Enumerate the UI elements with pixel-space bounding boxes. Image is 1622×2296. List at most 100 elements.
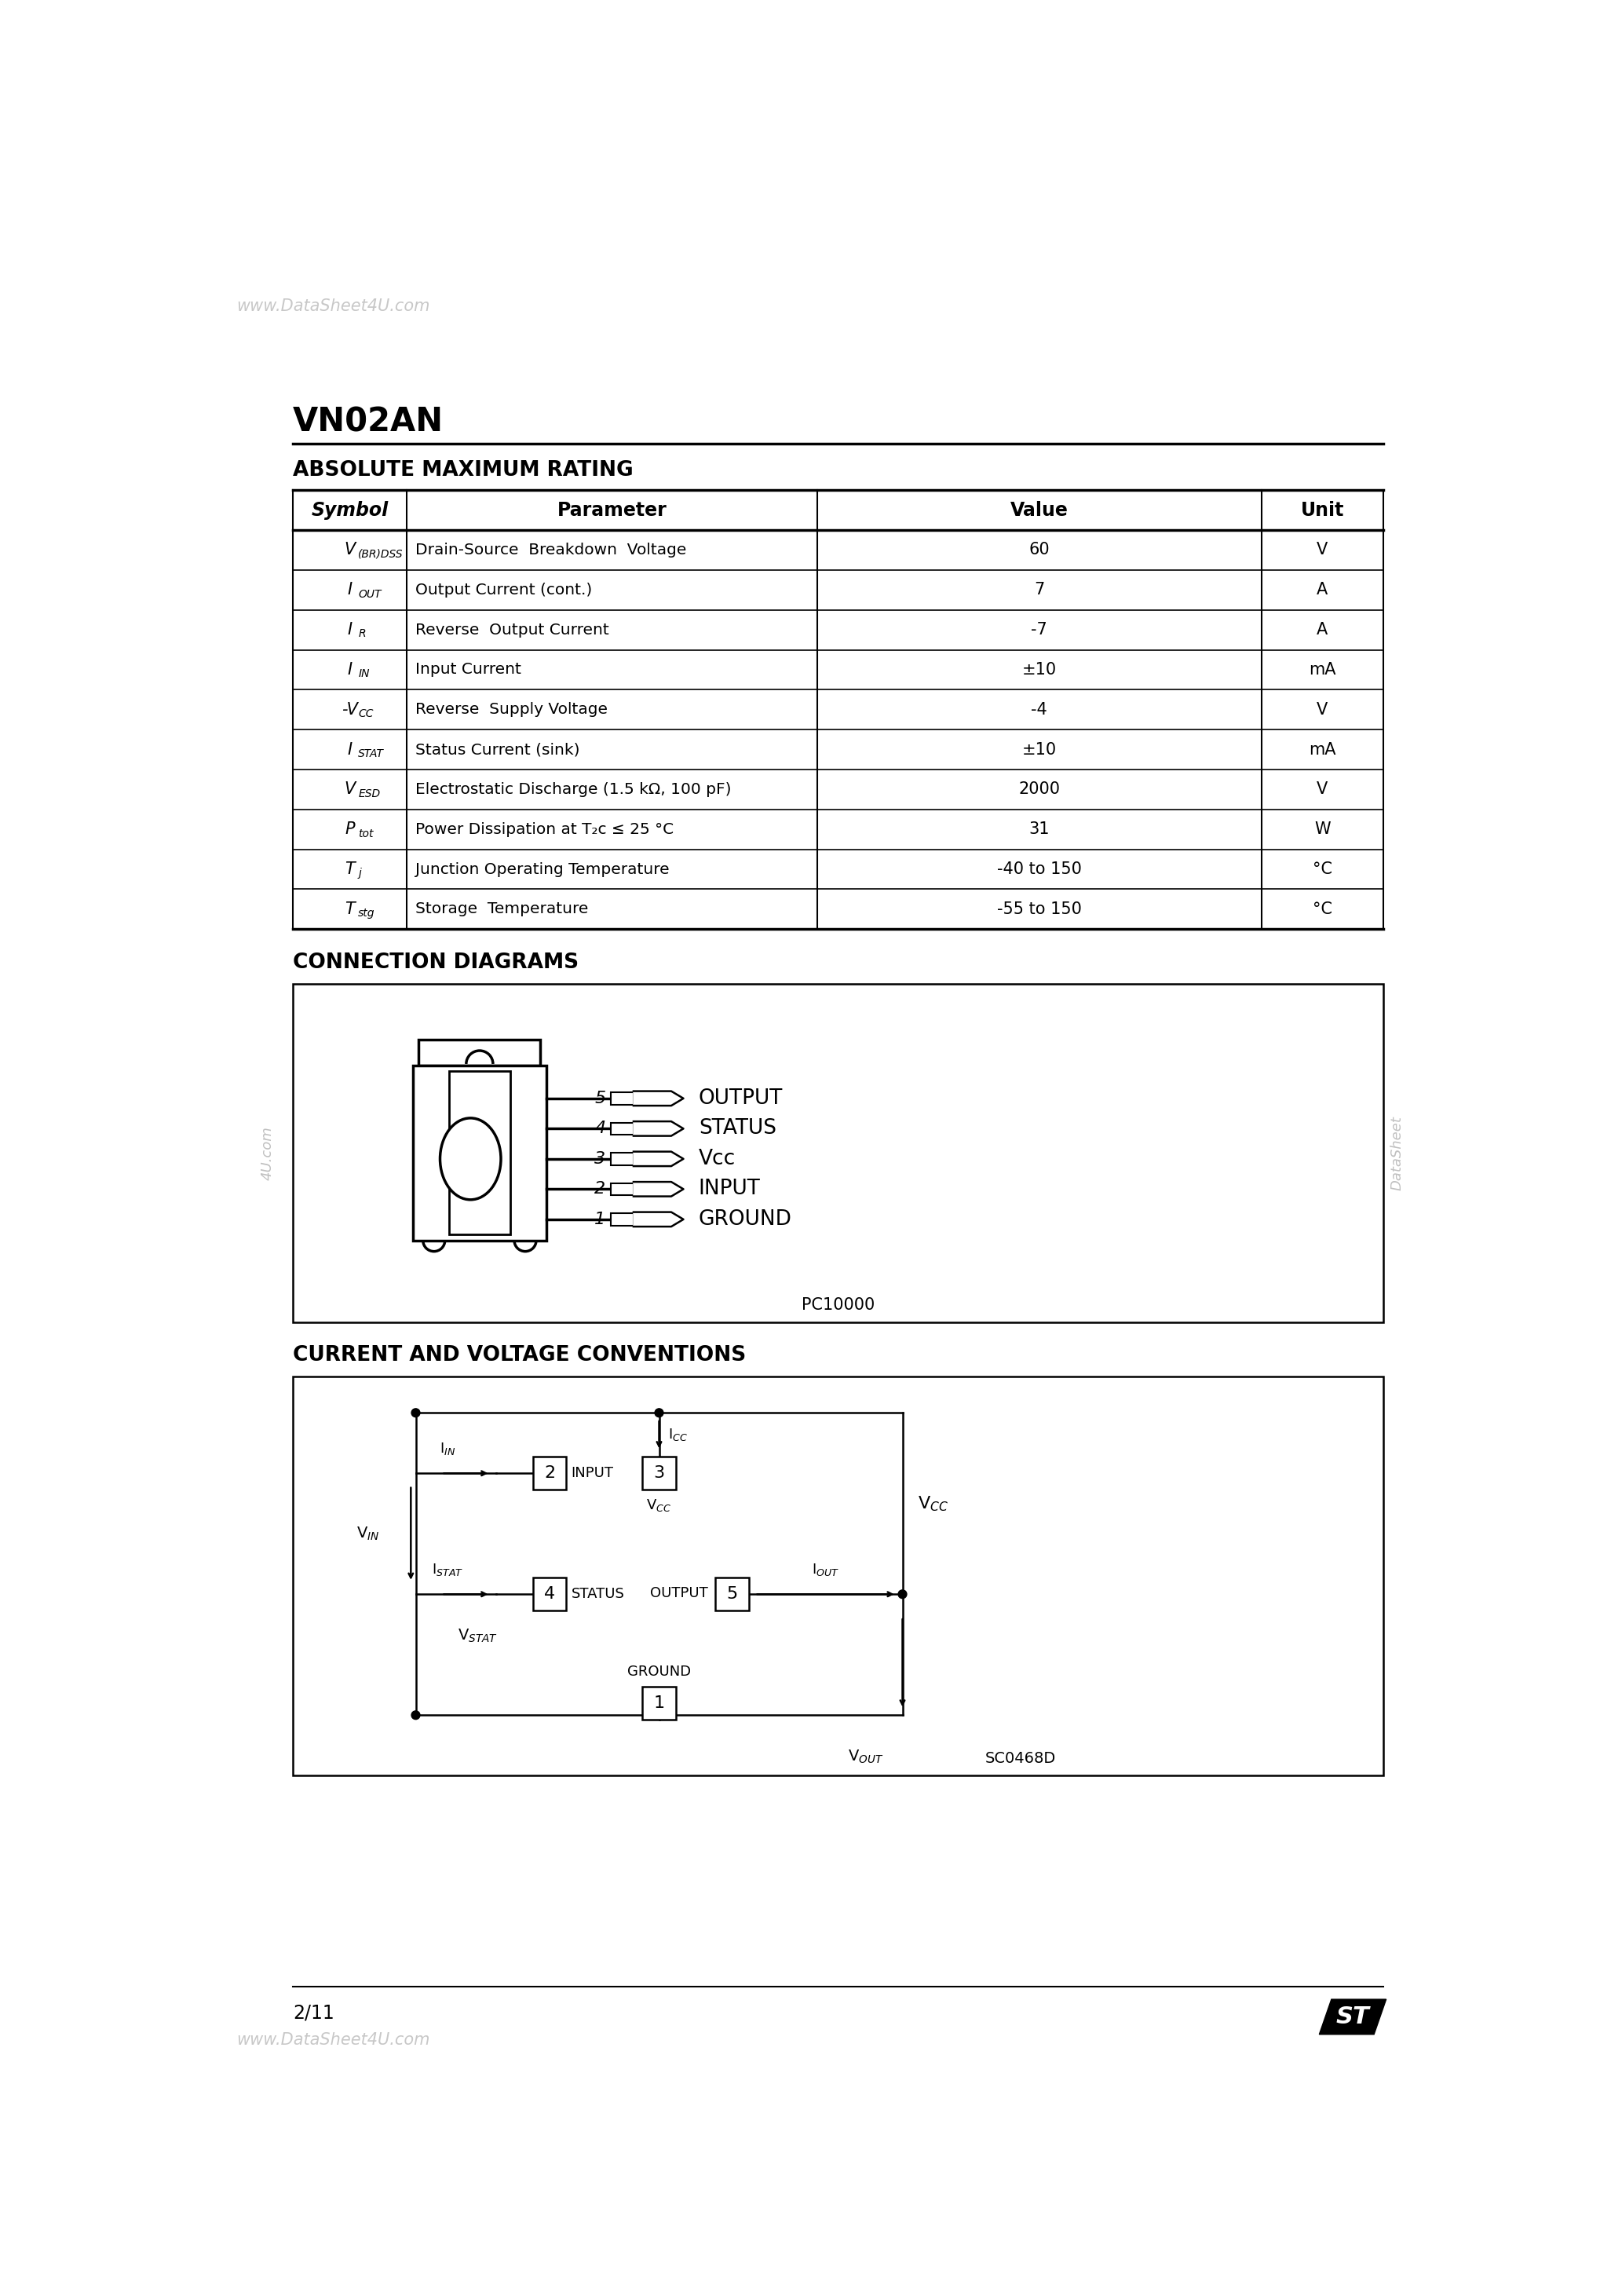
Bar bbox=[449, 1072, 509, 1235]
Text: V$_{CC}$: V$_{CC}$ bbox=[918, 1495, 949, 1513]
Text: I: I bbox=[347, 742, 352, 758]
Text: Reverse  Output Current: Reverse Output Current bbox=[415, 622, 608, 638]
Text: CURRENT AND VOLTAGE CONVENTIONS: CURRENT AND VOLTAGE CONVENTIONS bbox=[294, 1345, 746, 1366]
Text: I: I bbox=[347, 661, 352, 677]
Text: 60: 60 bbox=[1028, 542, 1049, 558]
Text: IN: IN bbox=[358, 668, 370, 680]
Polygon shape bbox=[634, 1120, 683, 1137]
Text: P: P bbox=[345, 822, 355, 838]
Circle shape bbox=[412, 1407, 420, 1417]
Text: A: A bbox=[1317, 622, 1328, 638]
Text: 2: 2 bbox=[594, 1180, 605, 1196]
Text: R: R bbox=[358, 629, 367, 641]
Text: Status Current (sink): Status Current (sink) bbox=[415, 742, 579, 758]
Text: j: j bbox=[358, 868, 362, 879]
Text: -V: -V bbox=[342, 703, 358, 716]
Text: -40 to 150: -40 to 150 bbox=[998, 861, 1082, 877]
Polygon shape bbox=[634, 1153, 683, 1166]
Text: 31: 31 bbox=[1028, 822, 1049, 838]
Text: W: W bbox=[1314, 822, 1330, 838]
Text: 3: 3 bbox=[594, 1150, 605, 1166]
Text: V: V bbox=[1317, 542, 1328, 558]
Text: GROUND: GROUND bbox=[699, 1210, 792, 1231]
Text: Parameter: Parameter bbox=[556, 501, 667, 519]
Text: www.DataSheet4U.com: www.DataSheet4U.com bbox=[237, 2032, 430, 2048]
Text: 5: 5 bbox=[727, 1587, 738, 1603]
Bar bbox=[534, 1577, 566, 1612]
Text: T: T bbox=[345, 861, 355, 877]
Text: tot: tot bbox=[358, 829, 373, 838]
Bar bbox=[610, 1153, 634, 1164]
Bar bbox=[642, 1685, 676, 1720]
Text: INPUT: INPUT bbox=[571, 1467, 613, 1481]
Text: 5: 5 bbox=[594, 1091, 605, 1107]
Text: V$_{OUT}$: V$_{OUT}$ bbox=[848, 1747, 884, 1766]
Bar bbox=[418, 1040, 540, 1065]
Polygon shape bbox=[634, 1091, 683, 1107]
Bar bbox=[610, 1123, 634, 1134]
Text: °C: °C bbox=[1312, 861, 1332, 877]
Text: I$_{IN}$: I$_{IN}$ bbox=[440, 1440, 456, 1456]
Text: VN02AN: VN02AN bbox=[294, 406, 444, 439]
Text: V: V bbox=[1317, 703, 1328, 716]
Text: STATUS: STATUS bbox=[571, 1587, 624, 1600]
Text: OUT: OUT bbox=[358, 588, 381, 599]
Text: Storage  Temperature: Storage Temperature bbox=[415, 902, 589, 916]
Text: Vcc: Vcc bbox=[699, 1148, 736, 1169]
Polygon shape bbox=[634, 1182, 683, 1196]
Text: Junction Operating Temperature: Junction Operating Temperature bbox=[415, 861, 670, 877]
Text: ESD: ESD bbox=[358, 788, 380, 799]
Text: 2000: 2000 bbox=[1019, 781, 1061, 797]
Text: ±10: ±10 bbox=[1022, 661, 1056, 677]
Text: mA: mA bbox=[1309, 661, 1337, 677]
Text: PC10000: PC10000 bbox=[801, 1297, 874, 1313]
Bar bbox=[610, 1212, 634, 1226]
Text: STATUS: STATUS bbox=[699, 1118, 777, 1139]
Text: -4: -4 bbox=[1032, 703, 1048, 716]
Text: I$_{CC}$: I$_{CC}$ bbox=[668, 1426, 688, 1442]
Text: 4: 4 bbox=[594, 1120, 605, 1137]
Circle shape bbox=[655, 1407, 663, 1417]
Text: ±10: ±10 bbox=[1022, 742, 1056, 758]
Bar bbox=[534, 1456, 566, 1490]
Bar bbox=[715, 1577, 749, 1612]
Text: 1: 1 bbox=[654, 1694, 665, 1711]
Text: Value: Value bbox=[1011, 501, 1069, 519]
Text: -7: -7 bbox=[1032, 622, 1048, 638]
Text: Output Current (cont.): Output Current (cont.) bbox=[415, 583, 592, 597]
Text: Electrostatic Discharge (1.5 kΩ, 100 pF): Electrostatic Discharge (1.5 kΩ, 100 pF) bbox=[415, 783, 732, 797]
Text: I$_{OUT}$: I$_{OUT}$ bbox=[813, 1561, 840, 1577]
Text: V$_{STAT}$: V$_{STAT}$ bbox=[457, 1628, 498, 1644]
Text: Symbol: Symbol bbox=[311, 501, 388, 519]
Text: 2: 2 bbox=[543, 1465, 555, 1481]
Circle shape bbox=[412, 1711, 420, 1720]
Text: Power Dissipation at T₂c ≤ 25 °C: Power Dissipation at T₂c ≤ 25 °C bbox=[415, 822, 673, 836]
Bar bbox=[642, 1456, 676, 1490]
Text: DataSheet: DataSheet bbox=[1390, 1116, 1405, 1189]
Text: I: I bbox=[347, 622, 352, 638]
Bar bbox=[412, 1065, 547, 1240]
Text: °C: °C bbox=[1312, 902, 1332, 916]
Text: V: V bbox=[344, 781, 355, 797]
Text: 2/11: 2/11 bbox=[294, 2004, 334, 2023]
Bar bbox=[610, 1182, 634, 1196]
Text: mA: mA bbox=[1309, 742, 1337, 758]
Text: Drain-Source  Breakdown  Voltage: Drain-Source Breakdown Voltage bbox=[415, 542, 686, 558]
Circle shape bbox=[899, 1589, 907, 1598]
Text: (BR)DSS: (BR)DSS bbox=[358, 549, 404, 560]
Polygon shape bbox=[1319, 2000, 1387, 2034]
Text: ST: ST bbox=[1337, 2004, 1369, 2027]
Text: INPUT: INPUT bbox=[699, 1178, 761, 1199]
Bar bbox=[294, 1378, 1384, 1775]
Text: I: I bbox=[347, 583, 352, 597]
Text: Reverse  Supply Voltage: Reverse Supply Voltage bbox=[415, 703, 608, 716]
Text: V: V bbox=[1317, 781, 1328, 797]
Text: OUTPUT: OUTPUT bbox=[699, 1088, 783, 1109]
Text: SC0468D: SC0468D bbox=[985, 1752, 1056, 1766]
Text: GROUND: GROUND bbox=[628, 1665, 691, 1678]
Text: Unit: Unit bbox=[1301, 501, 1345, 519]
Text: 1: 1 bbox=[594, 1212, 605, 1226]
Text: STAT: STAT bbox=[358, 748, 384, 760]
Text: V$_{IN}$: V$_{IN}$ bbox=[357, 1525, 380, 1543]
Text: A: A bbox=[1317, 583, 1328, 597]
